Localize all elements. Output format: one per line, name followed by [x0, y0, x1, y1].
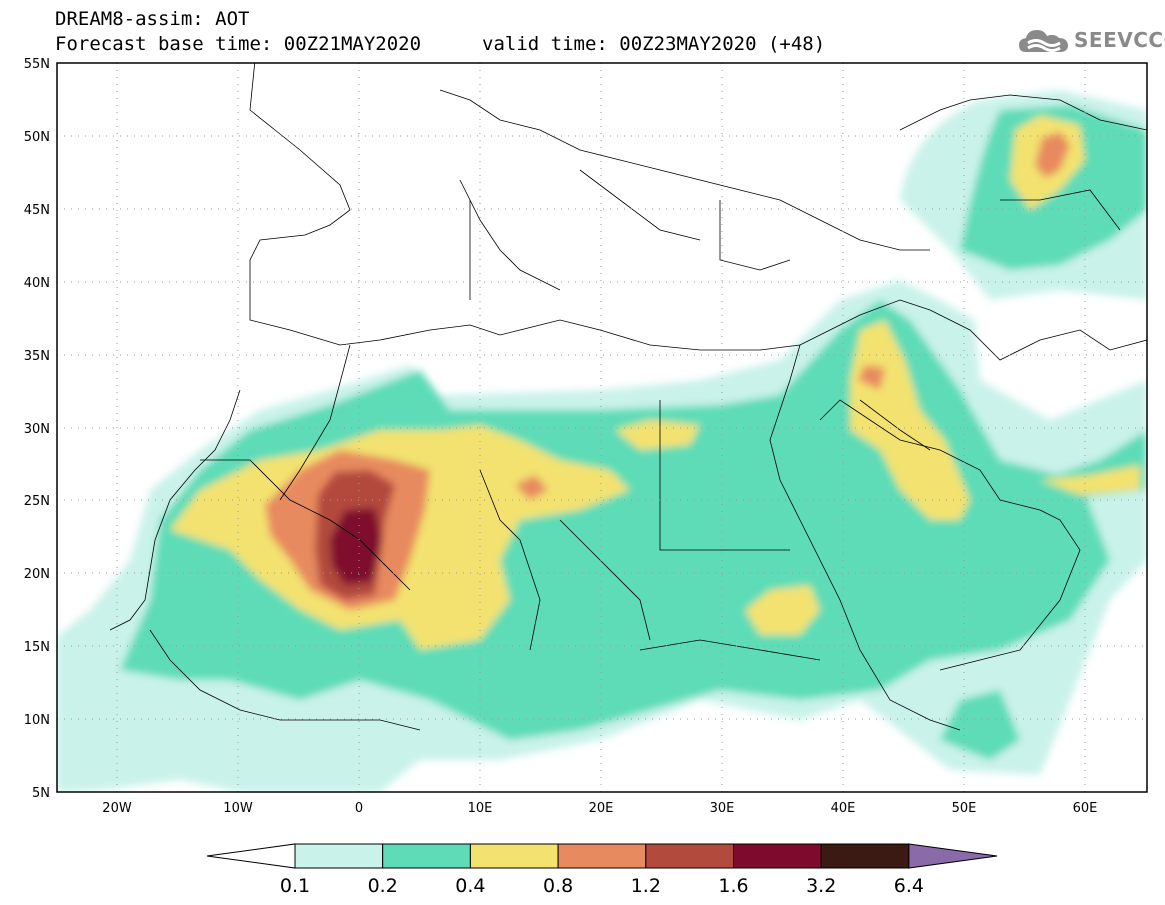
lat-tick-label: 20N [24, 567, 50, 582]
colorbar-segment [733, 843, 822, 869]
lat-tick-label: 50N [24, 130, 50, 145]
lat-tick-label: 30N [24, 422, 50, 437]
colorbar-segment [820, 843, 910, 869]
lat-tick-label: 15N [24, 640, 50, 655]
lon-tick-label: 20E [589, 801, 614, 816]
colorbar-label: 0.1 [280, 875, 310, 897]
aot-band-0.8-ne [1035, 132, 1070, 178]
seevccc-logo: SEEVCCC [1018, 26, 1165, 56]
lat-axis: 5N 10N 15N 20N 25N 30N 35N 40N 45N 50N 5… [24, 57, 50, 801]
lon-tick-label: 60E [1073, 801, 1098, 816]
colorbar-segment [557, 843, 647, 869]
lat-tick-label: 55N [24, 57, 50, 72]
colorbar-low-arrow [206, 843, 296, 869]
aot-field [57, 90, 1147, 792]
colorbar-label: 0.2 [368, 875, 398, 897]
forecast-base-time: Forecast base time: 00Z21MAY2020 [55, 33, 422, 55]
aot-band-1.6 [330, 508, 382, 585]
lon-axis: 20W 10W 0 10E 20E 30E 40E 50E 60E [102, 801, 1097, 816]
colorbar-segment [382, 843, 471, 869]
grid [57, 63, 1147, 792]
lon-tick-label: 0 [355, 801, 363, 816]
lat-tick-label: 35N [24, 349, 50, 364]
colorbar-label: 1.2 [631, 875, 661, 897]
aot-band-0.2-horn [940, 690, 1020, 760]
lon-tick-label: 20W [102, 801, 132, 816]
lat-tick-label: 5N [32, 786, 50, 801]
lon-tick-label: 10W [223, 801, 253, 816]
lon-tick-label: 40E [831, 801, 856, 816]
aot-band-0.8-iraq [858, 365, 885, 390]
colorbar-label: 6.4 [894, 875, 924, 897]
aot-band-0.8-small [515, 475, 548, 500]
lat-tick-label: 45N [24, 203, 50, 218]
colorbar-segment [645, 843, 734, 869]
lon-tick-label: 30E [710, 801, 735, 816]
aot-band-0.4-sudan [745, 585, 820, 635]
lat-tick-label: 25N [24, 494, 50, 509]
cloud-logo-icon [1019, 30, 1068, 52]
colorbar-label: 1.6 [718, 875, 748, 897]
map-frame [56, 62, 1148, 793]
lon-tick-label: 50E [952, 801, 977, 816]
aot-band-0.4-egypt [615, 420, 700, 450]
colorbar-segment [469, 843, 559, 869]
lat-tick-label: 10N [24, 713, 50, 728]
colorbar-label: 0.4 [455, 875, 485, 897]
aot-band-0.4-gulf [1040, 465, 1140, 495]
logo-text: SEEVCCC [1074, 28, 1165, 52]
colorbar-label: 0.8 [543, 875, 573, 897]
valid-time: valid time: 00Z23MAY2020 (+48) [482, 33, 826, 55]
colorbar-high-arrow [908, 843, 998, 869]
lon-tick-label: 10E [468, 801, 493, 816]
colorbar-label: 3.2 [806, 875, 836, 897]
colorbar-segment [294, 843, 384, 869]
colorbar-legend: 0.1 0.2 0.4 0.8 1.2 1.6 3.2 6.4 [206, 843, 998, 897]
coastlines [109, 63, 1147, 731]
map-title: DREAM8-assim: AOT [55, 8, 250, 30]
lat-tick-label: 40N [24, 276, 50, 291]
